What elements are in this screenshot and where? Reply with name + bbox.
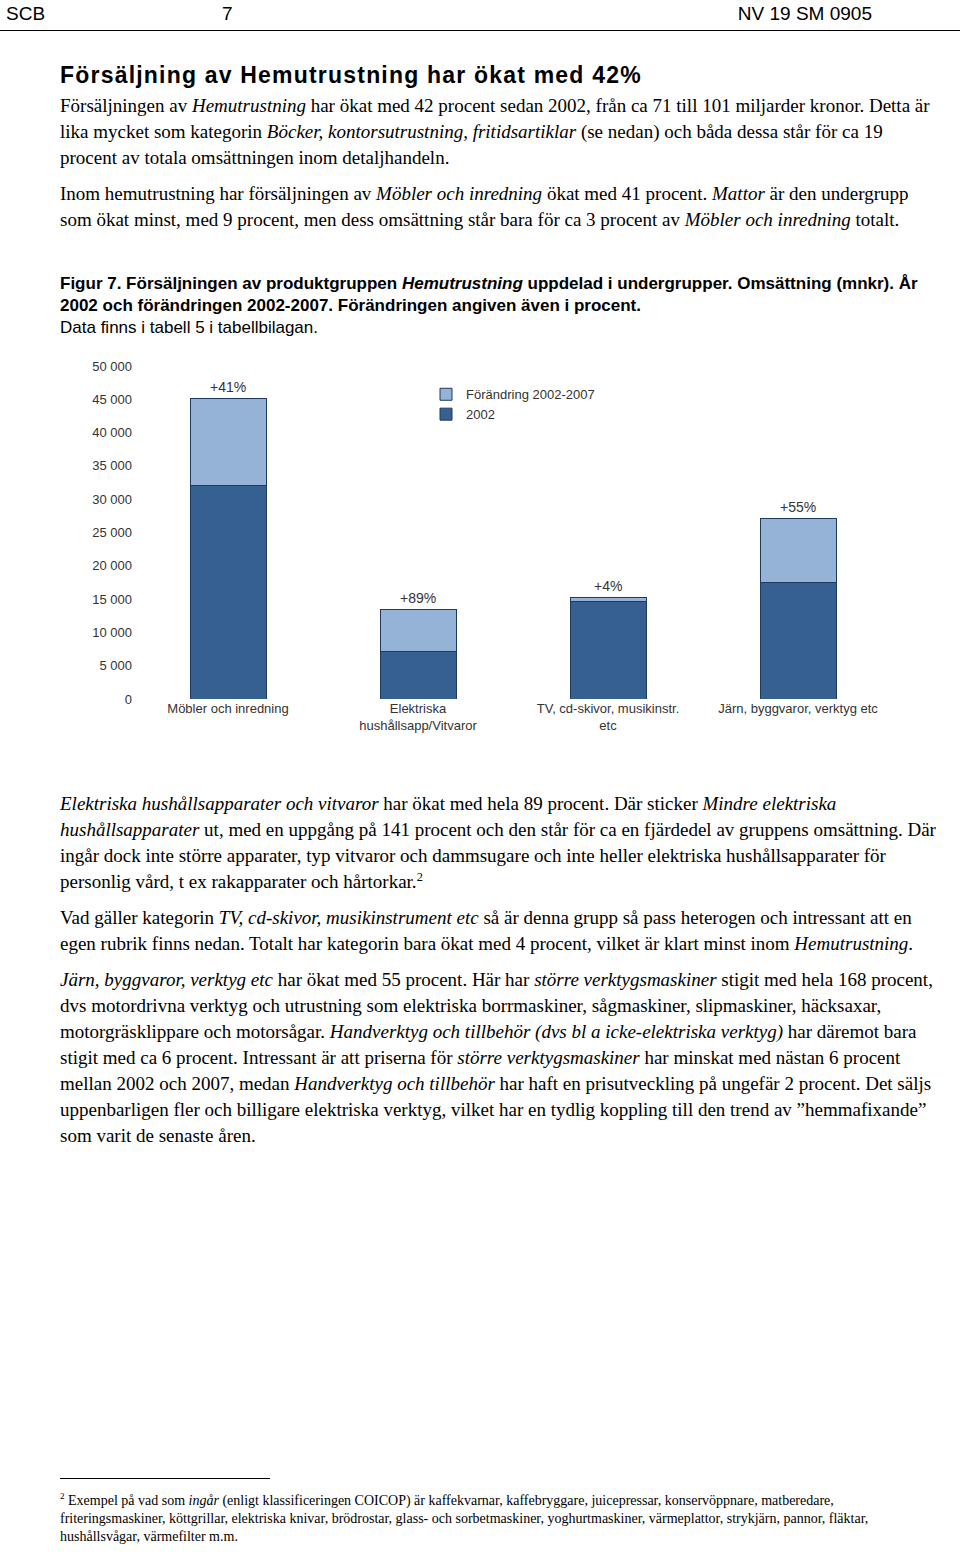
html-text:Försäljningen av Hemutrustning: Försäljningen av Hemutrustning har ökat … <box>60 95 930 168</box>
svg-text:Elektriskahushållsapp/Vitvaror: Elektriskahushållsapp/Vitvaror <box>359 701 477 733</box>
html-text:Inom hemutrustning har försälj: Inom hemutrustning har försäljningen av … <box>60 183 909 230</box>
html-text:SCB: SCB <box>6 3 46 24</box>
svg-text:15 000: 15 000 <box>92 592 132 607</box>
svg-text:TV, cd-skivor, musikinstr.etc: TV, cd-skivor, musikinstr.etc <box>537 701 680 733</box>
svg-text:35 000: 35 000 <box>92 458 132 473</box>
svg-text:Förändring 2002-2007: Förändring 2002-2007 <box>466 387 595 402</box>
html-text:Figur 7. Försäljningen av prod: Figur 7. Försäljningen av produktgruppen… <box>60 274 918 315</box>
svg-text:+89%: +89% <box>400 590 436 606</box>
svg-text:Möbler och inredning: Möbler och inredning <box>167 701 288 716</box>
svg-text:+41%: +41% <box>210 379 246 395</box>
html-text:2Exempel på vad som ingår (enl: 2Exempel på vad som ingår (enligt klassi… <box>60 1491 869 1544</box>
svg-text:45 000: 45 000 <box>92 392 132 407</box>
html-text:NV 19 SM 0905: NV 19 SM 0905 <box>737 3 872 24</box>
svg-text:+4%: +4% <box>594 578 622 594</box>
svg-text:40 000: 40 000 <box>92 425 132 440</box>
svg-text:0: 0 <box>125 692 132 707</box>
html-text:Elektriska hushållsapparater o: Elektriska hushållsapparater och vitvaro… <box>60 793 936 892</box>
svg-text:2002: 2002 <box>466 407 495 422</box>
svg-text:50 000: 50 000 <box>92 359 132 374</box>
svg-text:25 000: 25 000 <box>92 525 132 540</box>
html-text:Järn, byggvaror, verktyg etc h: Järn, byggvaror, verktyg etc har ökat me… <box>60 969 933 1146</box>
html-text:Försäljning av Hemutrustning h: Försäljning av Hemutrustning har ökat me… <box>60 62 642 88</box>
html-text:7: 7 <box>222 3 233 24</box>
html-text:Data finns i tabell 5 i tabell: Data finns i tabell 5 i tabellbilagan. <box>60 318 318 337</box>
svg-text:+55%: +55% <box>780 499 816 515</box>
html-text:Vad gäller kategorin TV, cd-sk: Vad gäller kategorin TV, cd-skivor, musi… <box>60 907 914 954</box>
svg-text:5 000: 5 000 <box>99 658 132 673</box>
svg-text:10 000: 10 000 <box>92 625 132 640</box>
svg-text:Järn, byggvaror, verktyg etc: Järn, byggvaror, verktyg etc <box>718 701 878 716</box>
svg-text:30 000: 30 000 <box>92 492 132 507</box>
svg-text:20 000: 20 000 <box>92 558 132 573</box>
